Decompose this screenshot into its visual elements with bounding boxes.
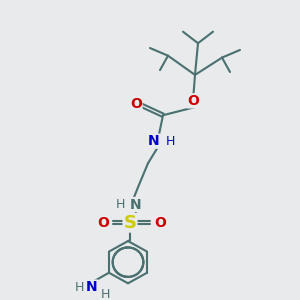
Text: N: N: [148, 134, 160, 148]
Text: N: N: [86, 280, 98, 294]
Text: S: S: [124, 214, 136, 232]
Text: N: N: [130, 198, 142, 212]
Text: H: H: [74, 280, 84, 294]
Text: H: H: [165, 135, 175, 148]
Text: H: H: [100, 288, 110, 300]
Text: O: O: [154, 216, 166, 230]
Text: H: H: [115, 198, 125, 211]
Text: O: O: [97, 216, 109, 230]
Text: O: O: [130, 97, 142, 111]
Text: O: O: [187, 94, 199, 108]
